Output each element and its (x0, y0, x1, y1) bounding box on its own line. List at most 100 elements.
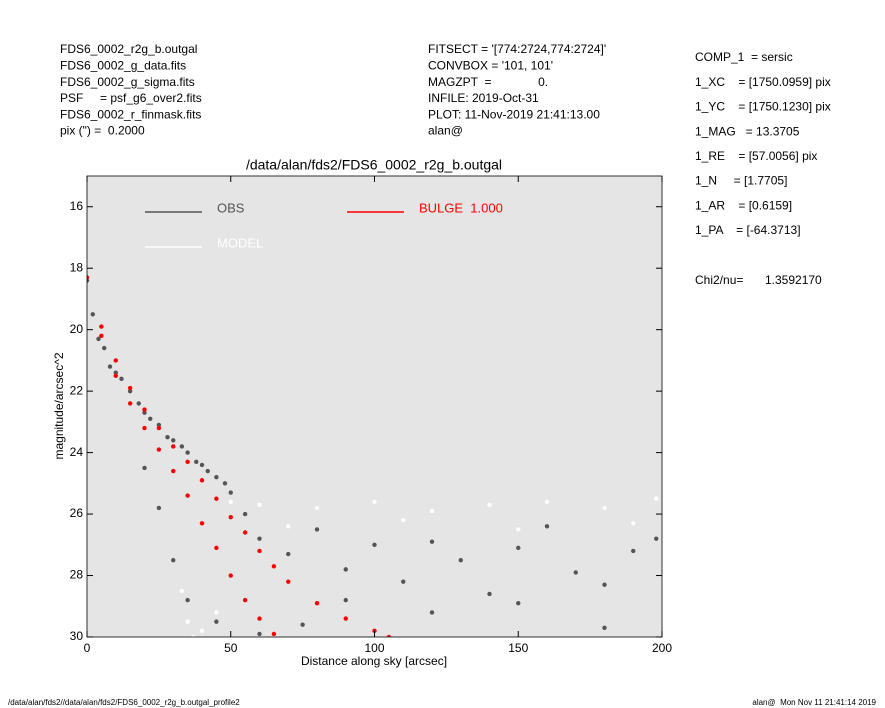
header-middle-line: FITSECT = '[774:2724,774:2724]' (428, 42, 606, 56)
chi2-value: 1.3592170 (765, 273, 822, 287)
x-tick-label: 100 (364, 641, 384, 655)
data-point (487, 502, 492, 508)
data-point (87, 275, 90, 280)
data-point (458, 557, 463, 563)
data-point (401, 579, 406, 584)
data-point (136, 401, 141, 406)
data-point (257, 502, 262, 508)
data-point (185, 619, 190, 624)
data-point (185, 459, 190, 465)
y-tick-label: 28 (70, 568, 84, 582)
x-tick-label: 0 (84, 641, 91, 655)
data-point (113, 358, 118, 363)
x-axis-label: Distance along sky [arcsec] (301, 654, 447, 668)
data-point (271, 564, 277, 569)
data-point (300, 622, 305, 627)
header-left-line: pix (") = 0.2000 (60, 124, 145, 138)
data-point (516, 527, 521, 532)
legend-label: OBS (217, 200, 245, 215)
header-left-line: FDS6_0002_g_sigma.fits (60, 75, 195, 89)
chart-title: /data/alan/fds2/FDS6_0002_r2g_b.outgal (246, 157, 502, 173)
y-tick-label: 20 (70, 322, 84, 336)
data-point (156, 505, 162, 511)
data-point (286, 551, 291, 557)
plot-area (87, 176, 662, 637)
header-right-line: 1_RE = [57.0056] pix (695, 149, 817, 163)
data-point (185, 493, 190, 498)
data-point (228, 514, 233, 520)
y-tick-label: 22 (70, 383, 84, 397)
data-point (516, 545, 521, 551)
data-point (372, 499, 377, 504)
data-point (113, 373, 118, 378)
data-point (228, 573, 233, 578)
data-point (228, 499, 233, 504)
data-point (142, 407, 147, 412)
data-point (222, 481, 228, 486)
footer-right: alan@ Mon Nov 11 21:41:14 2019 (752, 698, 876, 707)
data-point (199, 462, 205, 468)
data-point (544, 499, 550, 504)
data-point (343, 597, 348, 603)
data-point (401, 518, 406, 523)
data-point (199, 628, 205, 634)
y-tick-label: 24 (70, 445, 84, 459)
data-point (386, 634, 392, 637)
header-middle-line: CONVBOX = '101, 101' (428, 58, 553, 72)
data-point (171, 444, 176, 449)
data-point (99, 333, 104, 339)
data-point (214, 496, 219, 501)
y-tick-label: 30 (70, 629, 84, 643)
data-point (314, 600, 320, 606)
data-point (214, 619, 219, 624)
data-point (156, 422, 162, 428)
y-tick-label: 18 (70, 260, 84, 274)
data-point (171, 438, 176, 443)
data-point (372, 628, 377, 634)
header-middle-line: INFILE: 2019-Oct-31 (428, 91, 539, 105)
header-right-line: 1_N = [1.7705] (695, 174, 787, 188)
header-right-line: 1_AR = [0.6159] (695, 198, 792, 212)
data-point (127, 385, 133, 391)
data-point (142, 425, 147, 431)
header-middle-line: MAGZPT = 0. (428, 75, 548, 89)
header-left-line: FDS6_0002_r2g_b.outgal (60, 42, 197, 56)
data-point (156, 425, 162, 431)
data-point (205, 468, 210, 474)
y-axis-label: magnitude/arcsec^2 (52, 352, 66, 459)
data-point (286, 524, 291, 529)
data-point (102, 345, 107, 351)
data-point (242, 530, 248, 535)
data-point (142, 410, 147, 415)
data-point (194, 459, 199, 465)
data-point (602, 505, 607, 511)
x-tick-label: 200 (652, 641, 672, 655)
data-point (214, 545, 219, 551)
data-point (429, 508, 435, 514)
data-point (602, 582, 607, 587)
data-point (516, 600, 521, 606)
header-left-line: FDS6_0002_g_data.fits (60, 58, 186, 72)
data-point (107, 364, 113, 369)
header-middle-line: PLOT: 11-Nov-2019 21:41:13.00 (428, 107, 600, 121)
data-point (487, 591, 492, 597)
data-point (631, 521, 636, 526)
data-point (631, 548, 636, 554)
data-point (257, 616, 262, 621)
data-point (127, 388, 133, 394)
data-point (372, 542, 377, 547)
y-tick-label: 16 (70, 199, 84, 213)
header-right-line: 1_MAG = 13.3705 (695, 124, 800, 138)
data-point (214, 610, 219, 615)
data-point (242, 597, 248, 603)
data-point (257, 548, 262, 554)
data-point (119, 376, 124, 382)
header-left-line: FDS6_0002_r_finmask.fits (60, 107, 201, 121)
data-point (314, 527, 320, 532)
data-point (99, 324, 104, 329)
data-point (343, 616, 348, 621)
data-point (165, 435, 170, 440)
data-point (314, 505, 320, 511)
data-point (573, 570, 578, 575)
